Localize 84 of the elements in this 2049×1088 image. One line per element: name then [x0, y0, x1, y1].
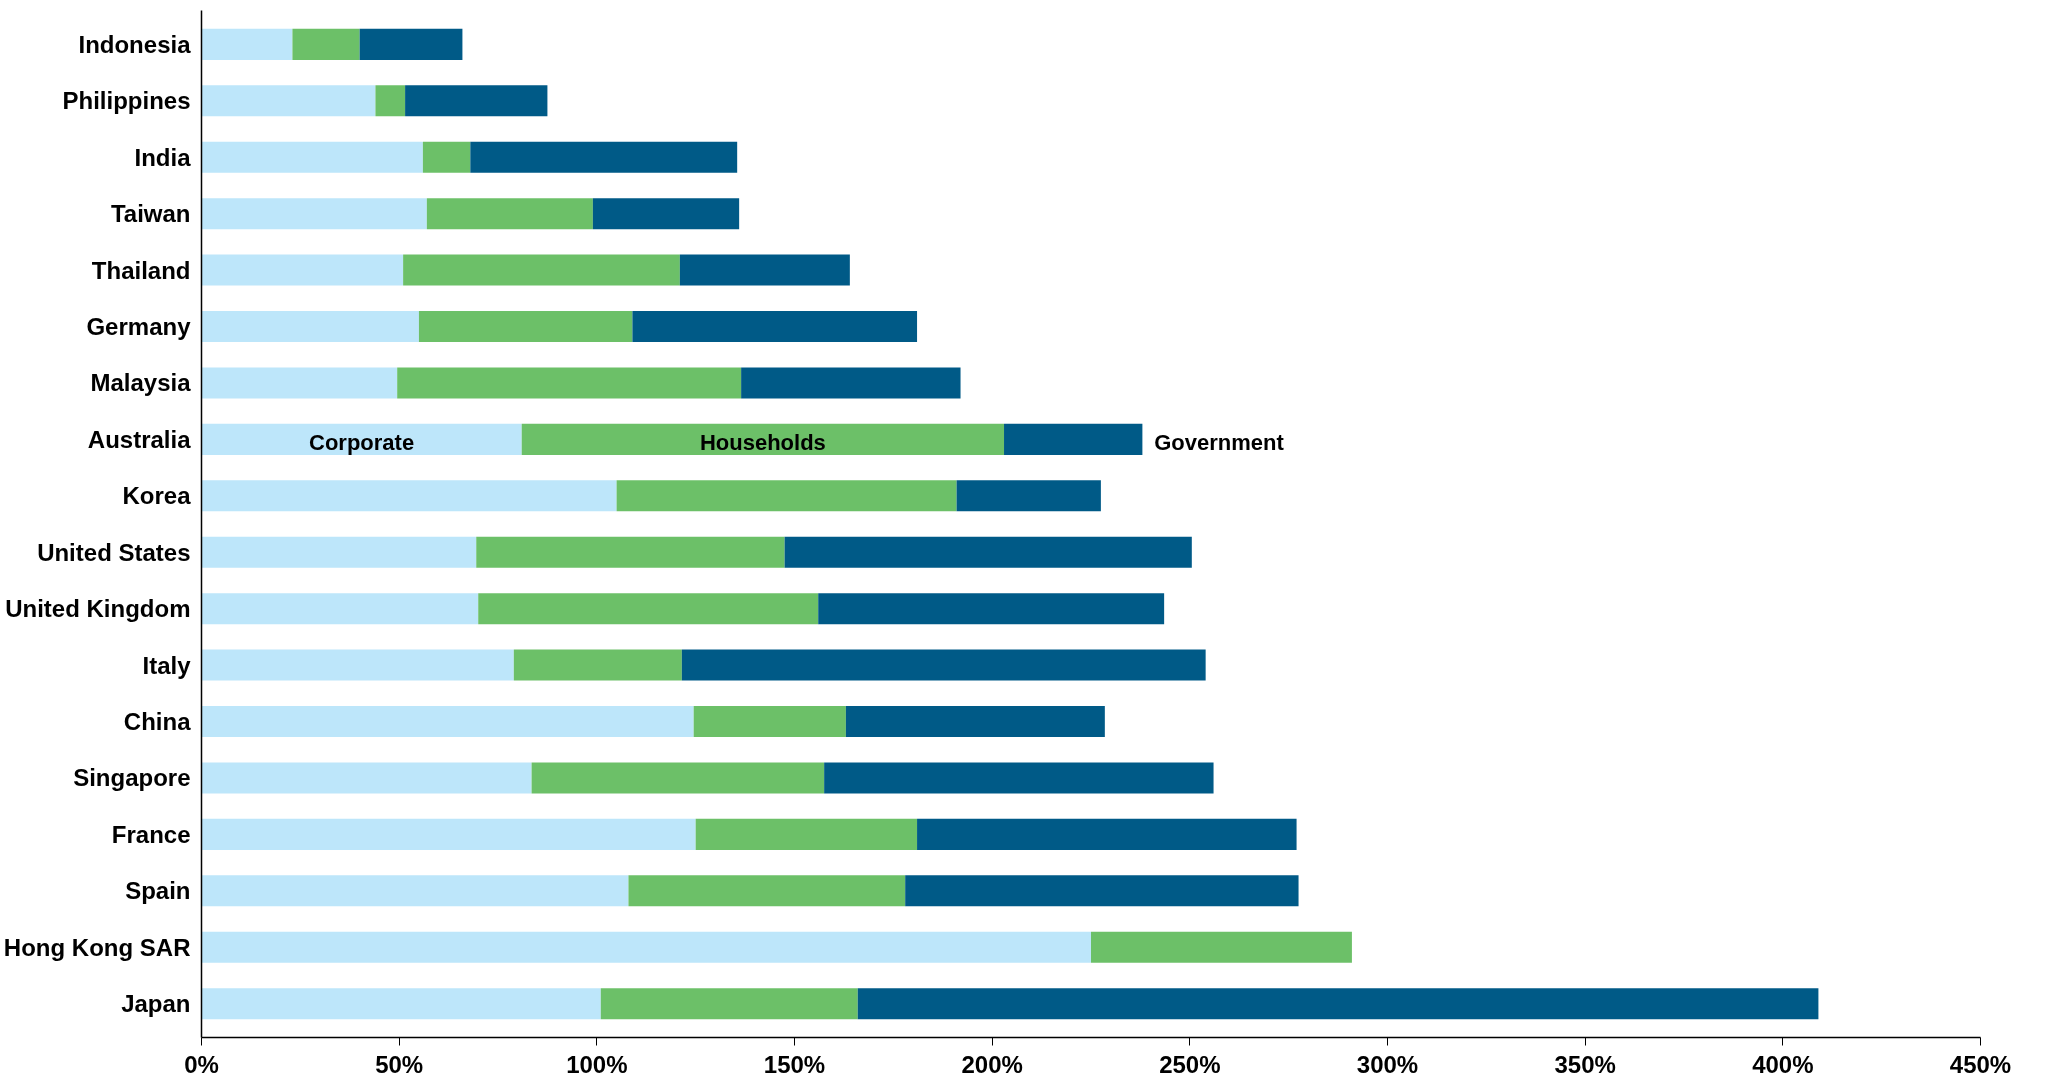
- y-tick-label: Thailand: [91, 256, 191, 284]
- bar: [917, 818, 1297, 850]
- x-tick-label: 250%: [1159, 1050, 1221, 1078]
- bar: [201, 141, 423, 173]
- bar: [679, 254, 850, 286]
- y-tick-label: Hong Kong SAR: [3, 933, 191, 961]
- y-tick-label: Malaysia: [90, 369, 192, 397]
- bar: [201, 649, 514, 681]
- bar: [201, 931, 1091, 963]
- bar: [956, 480, 1101, 512]
- bar: [201, 198, 427, 230]
- x-tick-label: 300%: [1356, 1050, 1419, 1078]
- x-tick-label: 150%: [763, 1050, 826, 1078]
- bar: [201, 875, 629, 907]
- x-tick-label: 100%: [566, 1050, 628, 1078]
- y-tick-label: China: [123, 708, 192, 735]
- bar: [513, 649, 682, 681]
- bar: [397, 367, 742, 399]
- bar: [784, 536, 1192, 568]
- bar: [201, 705, 694, 738]
- bar: [741, 367, 961, 399]
- bar: [824, 762, 1214, 794]
- y-tick-label: Japan: [121, 990, 191, 1018]
- y-tick-label: Italy: [142, 651, 192, 679]
- bar: [375, 85, 406, 117]
- bar: [592, 198, 740, 230]
- y-tick-label: Indonesia: [78, 30, 192, 58]
- bar: [201, 762, 532, 794]
- y-tick-label: United States: [37, 538, 191, 566]
- series-label: Government: [1154, 429, 1285, 455]
- y-tick-label: France: [111, 820, 191, 848]
- x-tick-label: 450%: [1949, 1050, 2012, 1078]
- bar: [422, 141, 471, 173]
- series-label: Households: [699, 429, 826, 455]
- series-label: Corporate: [309, 429, 415, 455]
- y-tick-label: Korea: [122, 482, 192, 510]
- bar: [681, 649, 1206, 681]
- bar: [632, 310, 918, 343]
- bar: [426, 198, 593, 230]
- bar: [521, 423, 1005, 455]
- bar: [201, 367, 398, 399]
- bar: [693, 705, 846, 738]
- x-tick-label: 400%: [1752, 1050, 1814, 1078]
- bar: [845, 705, 1105, 738]
- bar: [418, 310, 633, 343]
- bar: [201, 423, 522, 455]
- bar: [531, 762, 825, 794]
- y-tick-label: Spain: [125, 877, 191, 905]
- y-tick-label: Philippines: [62, 87, 191, 115]
- y-tick-label: United Kingdom: [5, 595, 191, 623]
- bar: [201, 310, 419, 343]
- bar: [201, 254, 404, 286]
- bar: [470, 141, 738, 173]
- bar: [818, 593, 1165, 625]
- bar: [695, 818, 918, 850]
- bar: [201, 536, 477, 568]
- bar: [201, 85, 376, 117]
- bar: [359, 28, 463, 60]
- bar: [1091, 931, 1352, 963]
- bar: [403, 254, 680, 286]
- bar: [201, 480, 617, 512]
- y-tick-label: Taiwan: [110, 200, 191, 228]
- bar: [1004, 423, 1143, 455]
- x-tick-label: 50%: [375, 1050, 424, 1078]
- bar: [476, 536, 785, 568]
- y-tick-label: Singapore: [73, 764, 191, 792]
- y-tick-label: Australia: [87, 425, 192, 453]
- x-tick-label: 0%: [184, 1050, 219, 1078]
- y-tick-label: Germany: [86, 313, 192, 340]
- bar: [478, 593, 819, 625]
- bar: [405, 85, 548, 117]
- bar: [201, 818, 696, 850]
- bar: [857, 988, 1819, 1020]
- bar: [292, 28, 360, 60]
- bar: [600, 988, 858, 1020]
- x-tick-label: 200%: [961, 1050, 1023, 1078]
- bar: [628, 875, 906, 907]
- y-tick-label: India: [134, 143, 192, 171]
- x-tick-label: 350%: [1554, 1050, 1616, 1078]
- bar: [905, 875, 1299, 907]
- bar: [616, 480, 957, 512]
- bar: [201, 593, 479, 625]
- bar: [201, 28, 293, 60]
- bar: [201, 988, 601, 1020]
